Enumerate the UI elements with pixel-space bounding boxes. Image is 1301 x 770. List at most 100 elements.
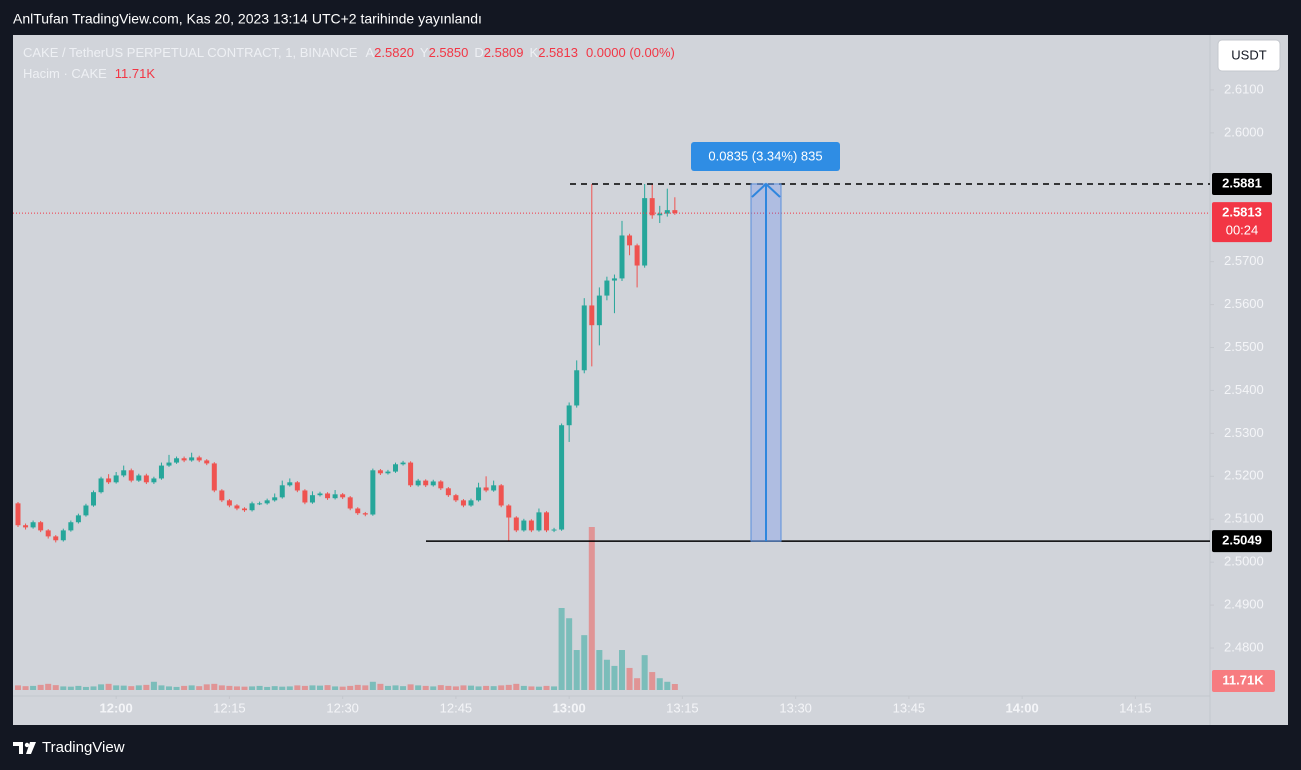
y-tick-label: 2.5100 [1224,511,1264,526]
legend-low: 2.5809 [484,45,524,60]
volume-bar [596,650,603,690]
candle-body [75,515,81,523]
candle-body [174,458,180,463]
currency-button[interactable] [1217,39,1281,72]
candle-body [143,475,149,483]
x-tick-label: 13:15 [666,700,699,715]
volume-bar [483,685,490,690]
volume-title: Hacim · CAKE [23,66,107,81]
volume-bar [45,683,52,690]
volume-bar [324,685,331,690]
candle-body [619,235,625,279]
volume-bar [566,618,573,690]
volume-bar [619,650,625,690]
x-tick-label: 12:15 [213,700,246,715]
candle-body [226,500,232,506]
candle-body [219,490,225,501]
volume-bar [520,685,527,690]
candle-body [574,370,580,406]
volume-bar [226,685,233,690]
candle-body [377,470,383,474]
x-tick-label: 13:00 [553,700,586,715]
volume-bar [656,678,663,690]
volume-bar [445,685,452,690]
volume-bar [82,686,89,690]
x-tick-label: 14:15 [1119,700,1152,715]
candle-body [551,529,557,531]
volume-bar [407,684,414,690]
last-price-label: 2.5813 [1222,205,1262,220]
volume-bar [211,683,218,690]
countdown: 00:24 [1226,223,1259,238]
candle-body [211,463,217,491]
volume-bar [286,686,293,690]
candle-body [23,525,29,528]
volume-value: 11.71K [115,66,156,81]
candle-body [91,492,96,506]
volume-bar [558,607,565,690]
candle-body [287,482,293,486]
candle-body [98,478,104,493]
volume-bar [543,685,550,690]
volume-bar [249,686,256,690]
y-tick-label: 2.5700 [1224,253,1264,268]
candle-body [302,490,308,503]
candle-body [521,520,527,531]
legend-letter: A [365,45,374,60]
y-tick-label: 2.5200 [1224,468,1264,483]
candle-body [189,457,195,461]
candle-body [604,280,610,296]
candle-body [264,500,270,504]
symbol: CAKE / TetherUS PERPETUAL CONTRACT, 1, B… [23,45,358,60]
footer-logo [13,742,36,754]
candle-body [566,405,572,426]
candle-body [362,513,368,515]
volume-bar [611,665,618,690]
volume-bar [264,686,271,690]
candle-body [272,497,278,501]
candle-body [528,520,534,531]
currency-label[interactable]: USDT [1231,47,1266,62]
volume-bar [188,685,195,690]
legend-letter: D [474,45,483,60]
candle-body [370,470,376,515]
candle-body [453,495,459,501]
volume-bar [128,686,135,690]
last-price-label-box [1212,202,1272,243]
y-tick-label: 2.5000 [1224,554,1264,569]
x-tick-label: 12:00 [100,700,133,715]
volume-bar [181,685,188,690]
candle-body [60,530,66,541]
candle-body [498,485,504,506]
volume-bar [105,683,112,690]
candle-body [491,485,497,491]
legend-change: 0.0000 (0.00%) [586,45,675,60]
legend-open: 2.5820 [374,45,414,60]
volume-bar [634,678,641,690]
volume-bar [369,681,376,690]
volume-bar [30,685,37,690]
candle-body [430,481,436,486]
candle-body [181,458,187,461]
legend-letter: Y [420,45,429,60]
volume-bar [649,672,656,690]
volume-bar [166,686,172,690]
volume-bar [120,685,127,690]
volume-bar [294,685,301,690]
volume-bar [664,681,671,690]
candle-body [53,536,59,541]
candle-body [634,245,640,266]
candle-body [340,494,346,498]
volume-bar [475,686,482,690]
volume-bar [498,685,505,690]
candle-body [38,522,44,531]
volume-bar [339,686,346,690]
volume-bar [67,686,74,690]
volume-bar [513,683,520,690]
volume-bar [384,685,391,690]
candle-body [513,517,519,531]
candle-body [136,475,142,481]
measure-to-label-box [1212,172,1272,195]
volume-bar [135,685,142,690]
volume-legend: Hacim · CAKE 11.71K [23,66,155,81]
